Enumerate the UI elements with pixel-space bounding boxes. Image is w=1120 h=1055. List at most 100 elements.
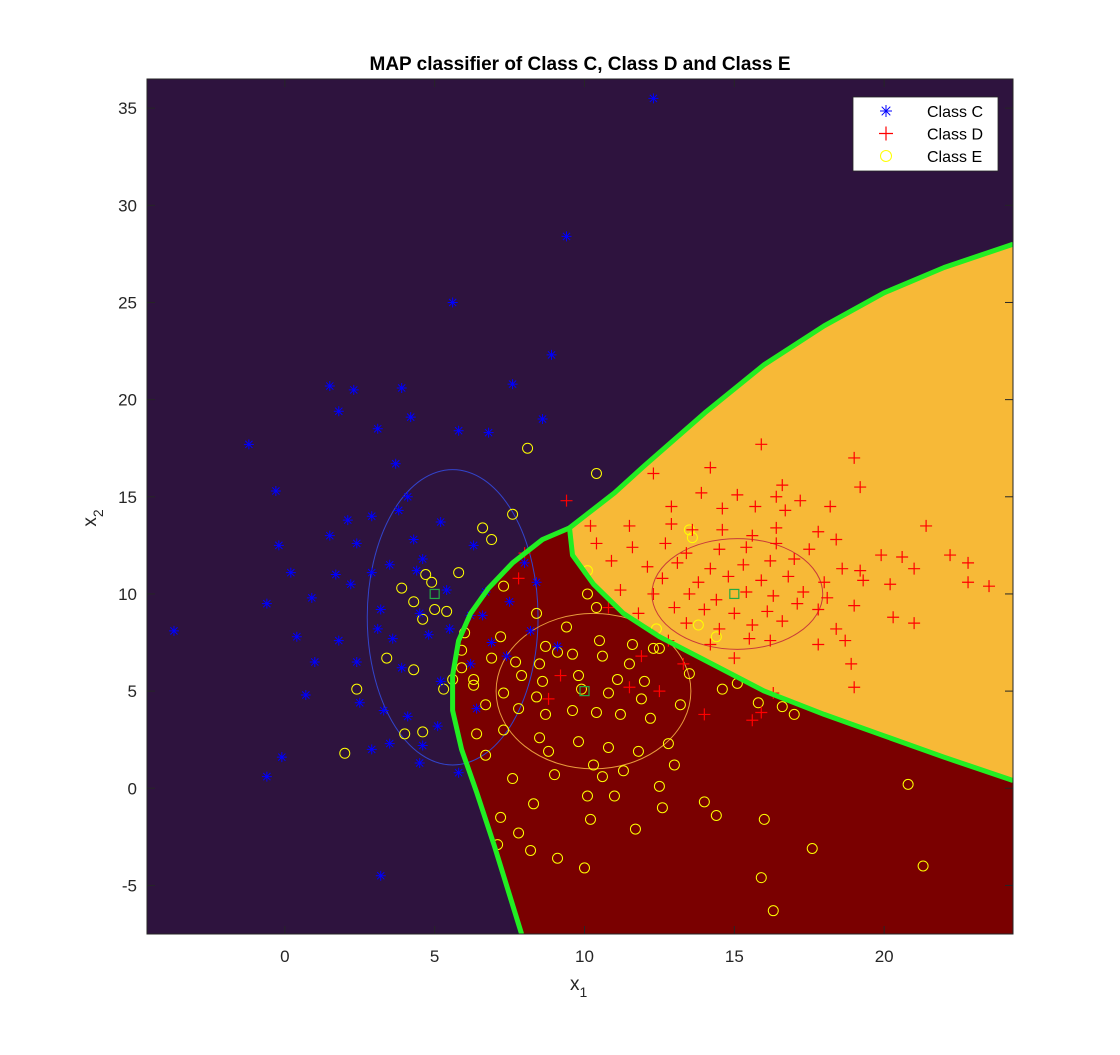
class-e-point [513, 703, 525, 715]
class-c-point [306, 592, 317, 603]
class-d-point [776, 479, 789, 492]
class-d-point [647, 587, 660, 600]
class-d-point [560, 494, 573, 507]
class-d-point [728, 607, 741, 620]
x-axis-ticks: 0 5 10 15 20 [280, 79, 894, 966]
class-c-point [519, 557, 530, 568]
class-e-point [710, 631, 722, 643]
class-d-point [656, 572, 669, 585]
class-e-point [420, 569, 432, 581]
class-d-point [680, 547, 693, 560]
class-e-point [498, 580, 510, 592]
class-e-point [552, 852, 564, 864]
class-e-point [471, 728, 483, 740]
class-e-point [614, 708, 626, 720]
class-d-point [896, 551, 909, 564]
class-e-point [480, 699, 492, 711]
class-e-point [567, 705, 579, 717]
region-class-d [452, 527, 1013, 934]
class-d-point [713, 622, 726, 635]
class-c-point [402, 491, 413, 502]
class-e-point [644, 712, 656, 724]
class-e-point [590, 706, 602, 718]
class-d-point [746, 529, 759, 542]
class-e-point [573, 670, 585, 682]
class-c-point [435, 676, 446, 687]
class-e-point [674, 699, 686, 711]
class-d-point [962, 556, 975, 569]
class-e-point [617, 765, 629, 777]
class-e-point [426, 576, 438, 588]
class-e-point [561, 621, 573, 633]
y-axis-label: x2 [80, 509, 106, 527]
class-c-point [453, 425, 464, 436]
class-c-point [501, 651, 512, 662]
class-c-point [333, 406, 344, 417]
mean-class-e [579, 686, 590, 697]
class-c-point [441, 585, 452, 596]
class-means [429, 588, 740, 697]
class-c-point [309, 656, 320, 667]
x-tick-label: 5 [430, 947, 439, 966]
y-tick-label: 10 [118, 585, 137, 604]
y-tick-label: 20 [118, 391, 137, 410]
class-e-point [567, 648, 579, 660]
class-e-point [534, 732, 546, 744]
class-e-point [638, 675, 650, 687]
class-e-point [575, 683, 587, 695]
class-e-point [716, 683, 728, 695]
class-d-point [698, 708, 711, 721]
class-c-point [531, 577, 542, 588]
y-tick-label: 35 [118, 99, 137, 118]
class-d-point [908, 617, 921, 630]
class-c-point [276, 752, 287, 763]
class-e-point [788, 708, 800, 720]
class-e-point [608, 790, 620, 802]
class-e-point [540, 640, 552, 652]
class-d-point [839, 634, 852, 647]
class-d-point [686, 523, 699, 536]
class-e-point [507, 773, 519, 785]
class-d-point [695, 486, 708, 499]
class-d-point [788, 552, 801, 565]
class-c-point [270, 485, 281, 496]
class-e-point [540, 708, 552, 720]
class-d-point [692, 576, 705, 589]
class-e-point [626, 638, 638, 650]
legend-class-d-label: Class D [927, 127, 983, 144]
class-c-point [444, 623, 455, 634]
class-c-point [384, 559, 395, 570]
class-e-point [456, 662, 468, 674]
class-d-point [770, 521, 783, 534]
class-d-point [683, 587, 696, 600]
class-d-point [962, 576, 975, 589]
class-c-point [342, 515, 353, 526]
class-c-point [291, 631, 302, 642]
class-e-point [522, 442, 534, 454]
decision-boundary-c-d [450, 525, 571, 934]
class-c-point [447, 297, 458, 308]
class-c-point [261, 771, 272, 782]
chart-title: MAP classifier of Class C, Class D and C… [370, 54, 791, 75]
class-c-point [417, 553, 428, 564]
y-tick-label: 15 [118, 488, 137, 507]
class-c-point [537, 414, 548, 425]
class-d-point [887, 611, 900, 624]
class-e-point [498, 687, 510, 699]
class-c-point [366, 744, 377, 755]
class-d-point [704, 562, 717, 575]
class-d-point [782, 570, 795, 583]
class-e-point [584, 813, 596, 825]
class-e-point [629, 823, 641, 835]
class-e-point [662, 738, 674, 750]
class-d-point [623, 681, 636, 694]
class-c-point [366, 567, 377, 578]
class-e-point [590, 467, 602, 479]
class-c-point [507, 379, 518, 390]
class-d-point [731, 488, 744, 501]
class-d-point [755, 706, 768, 719]
class-e-point [417, 726, 429, 738]
legend-class-e-label: Class E [927, 149, 982, 166]
class-c-point [483, 427, 494, 438]
